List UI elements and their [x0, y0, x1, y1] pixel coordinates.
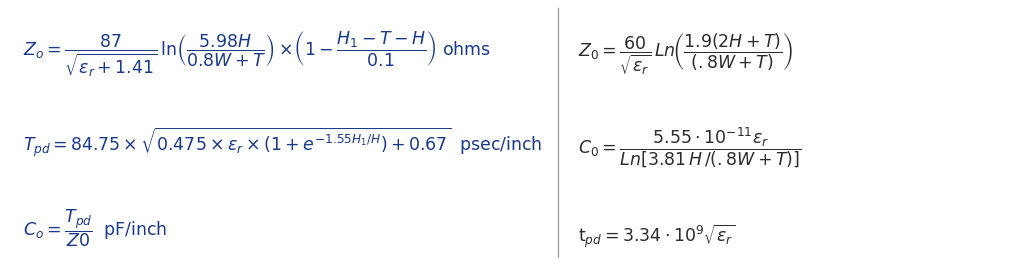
- Text: $C_{o} = \dfrac{T_{pd}}{Z0}\;$ pF/inch: $C_{o} = \dfrac{T_{pd}}{Z0}\;$ pF/inch: [24, 208, 167, 249]
- Text: $C_0 = \dfrac{5.55\cdot10^{-11}\varepsilon_r}{Ln\left[3.81\,H\,/(.8W+T)\right]}$: $C_0 = \dfrac{5.55\cdot10^{-11}\varepsil…: [579, 126, 802, 170]
- Text: $\mathrm{t}_{pd} = 3.34\cdot10^{9}\sqrt{\varepsilon_r}$: $\mathrm{t}_{pd} = 3.34\cdot10^{9}\sqrt{…: [579, 223, 735, 250]
- Text: $Z_{o} = \dfrac{87}{\sqrt{\varepsilon_r + 1.41}}\,\ln\!\left(\dfrac{5.98H}{0.8W+: $Z_{o} = \dfrac{87}{\sqrt{\varepsilon_r …: [24, 30, 492, 79]
- Text: $T_{pd} = 84.75\times\sqrt{0.475\times\varepsilon_r\times\left(1+e^{-1.55H_1/H}\: $T_{pd} = 84.75\times\sqrt{0.475\times\v…: [24, 126, 543, 160]
- Text: $Z_0 = \dfrac{60}{\sqrt{\varepsilon_r}}\,Ln\!\left(\dfrac{1.9(2H+T)}{(.8W+T)}\ri: $Z_0 = \dfrac{60}{\sqrt{\varepsilon_r}}\…: [579, 32, 794, 77]
